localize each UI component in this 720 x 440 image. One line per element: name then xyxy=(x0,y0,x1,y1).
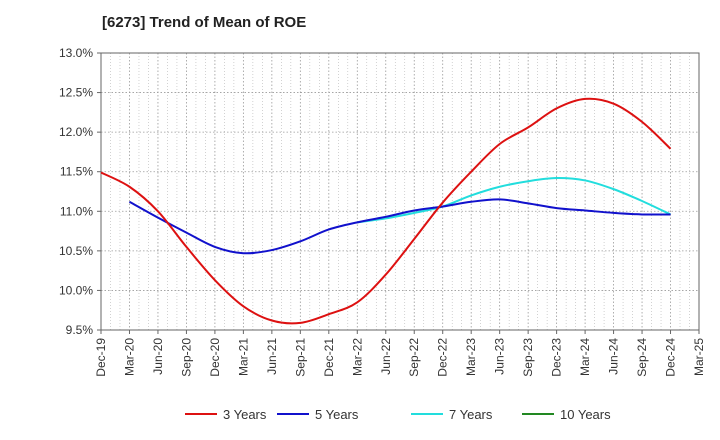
x-tick-label: Dec-24 xyxy=(664,338,678,377)
y-tick-label: 13.0% xyxy=(59,46,93,60)
x-tick-label: Mar-21 xyxy=(236,338,250,376)
x-tick-label: Dec-23 xyxy=(550,338,564,377)
x-tick-label: Mar-25 xyxy=(692,338,706,376)
y-tick-label: 12.5% xyxy=(59,86,93,100)
x-tick-label: Jun-20 xyxy=(151,338,165,375)
series-line-5-years xyxy=(128,198,671,255)
x-tick-label: Sep-21 xyxy=(293,338,307,377)
y-tick-label: 9.5% xyxy=(66,323,94,337)
x-tick-label: Jun-24 xyxy=(607,338,621,375)
x-tick-label: Sep-22 xyxy=(407,338,421,377)
chart-title: [6273] Trend of Mean of ROE xyxy=(102,14,307,31)
x-tick-label: Dec-19 xyxy=(94,338,108,377)
y-tick-label: 10.5% xyxy=(59,244,93,258)
x-tick-label: Jun-23 xyxy=(493,338,507,375)
plot-area xyxy=(101,53,699,330)
series-line-7-years xyxy=(357,177,671,224)
x-tick-label: Dec-22 xyxy=(436,338,450,377)
legend-label: 5 Years xyxy=(315,407,359,422)
x-tick-label: Dec-21 xyxy=(322,338,336,377)
legend-label: 10 Years xyxy=(560,407,611,422)
y-tick-label: 11.5% xyxy=(60,165,93,179)
legend-label: 3 Years xyxy=(223,407,267,422)
series-line-3-years xyxy=(100,97,672,325)
x-tick-label: Mar-20 xyxy=(122,338,136,376)
y-tick-label: 11.0% xyxy=(60,204,93,218)
y-tick-label: 12.0% xyxy=(59,125,93,139)
x-tick-label: Dec-20 xyxy=(208,338,222,377)
x-tick-label: Sep-23 xyxy=(521,338,535,377)
x-tick-label: Mar-23 xyxy=(464,338,478,376)
x-tick-label: Sep-24 xyxy=(635,338,649,377)
y-tick-label: 10.0% xyxy=(59,283,93,297)
x-tick-label: Jun-22 xyxy=(379,338,393,375)
legend-label: 7 Years xyxy=(449,407,493,422)
x-tick-label: Sep-20 xyxy=(179,338,193,377)
plot-frame xyxy=(100,52,700,331)
x-tick-label: Mar-24 xyxy=(578,338,592,376)
x-tick-label: Mar-22 xyxy=(350,338,364,376)
x-tick-label: Jun-21 xyxy=(265,338,279,375)
